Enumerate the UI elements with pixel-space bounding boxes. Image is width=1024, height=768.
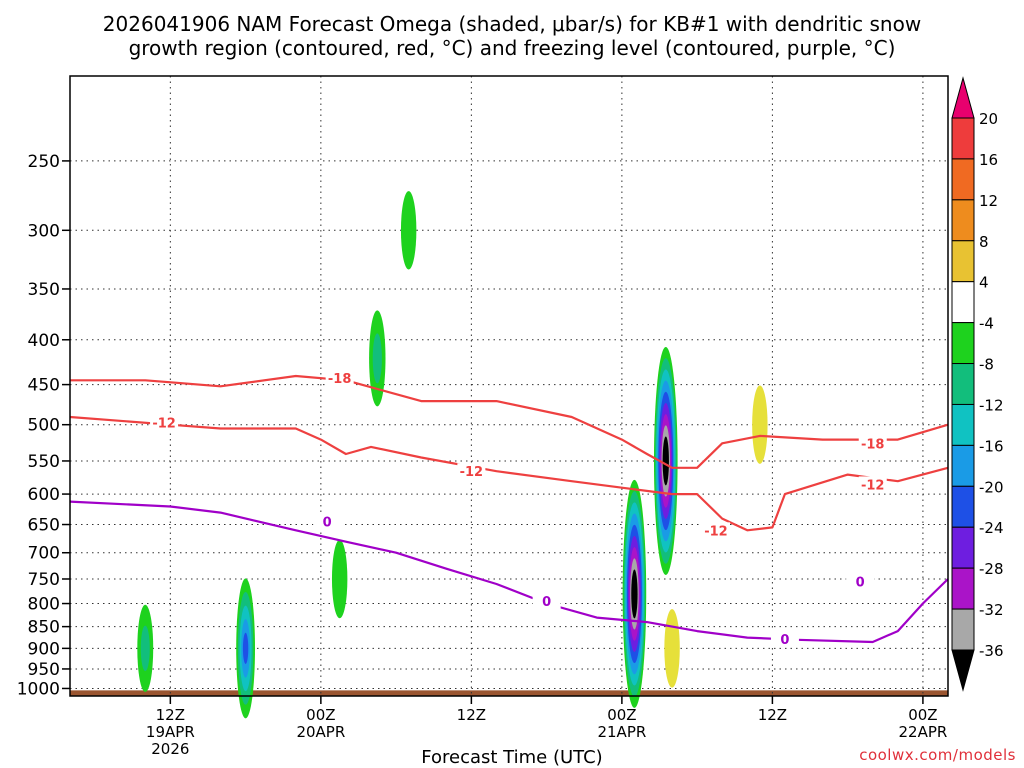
freezing-level-0-label-1: 0 [542,595,551,610]
colorbar-bin-12-8 [951,199,975,242]
colorbar-bin--16--20 [951,444,975,487]
y-tick-label-900: 900 [28,639,60,659]
dendritic-minus-12-label-bg-2 [701,522,730,539]
omega-shade-7 [664,609,680,688]
freezing-level-0-label-bg-1 [532,593,561,610]
freezing-level-0-label-3: 0 [856,576,865,591]
x-tick-label-30-0: 12Z [457,706,486,724]
y-tick-label-550: 550 [28,452,60,472]
dendritic-minus-18-label-bg-0 [325,369,354,386]
dendritic-minus-12-label-1: -12 [460,465,484,480]
y-tick-label-250: 250 [28,152,60,172]
chart-title-line2: growth region (contoured, red, °C) and f… [128,36,896,60]
omega-shade-2 [331,539,348,619]
colorbar-label-16: 16 [979,151,998,169]
y-tick-label-500: 500 [28,416,60,436]
colorbar-label--36: -36 [979,642,1004,660]
colorbar-label--16: -16 [979,437,1004,455]
x-tick-label-6-0: 12Z [156,706,185,724]
dendritic-minus-18-line [70,374,949,469]
colorbar-bin--32--36 [951,608,975,651]
y-tick-label-400: 400 [28,331,60,351]
dendritic-minus-12-label-bg-1 [457,463,486,480]
x-tick-label-6-2: 2026 [151,740,189,758]
dendritic-minus-12-label-3: -12 [861,478,885,493]
plot-area [70,76,948,696]
y-tick-label-700: 700 [28,544,60,564]
dendritic-minus-12-line [69,415,949,532]
freezing-level-0-line [69,500,949,644]
omega-shade-0 [140,625,150,672]
colorbar-label--12: -12 [979,396,1004,414]
dendritic-minus-12-label-bg-3 [858,476,887,493]
colorbar-label--4: -4 [979,315,994,333]
y-tick-label-450: 450 [28,376,60,396]
y-tick-label-300: 300 [28,221,60,241]
plot-frame [69,75,949,697]
colorbar-label--28: -28 [979,560,1004,578]
chart-title-line1: 2026041906 NAM Forecast Omega (shaded, μ… [102,12,922,36]
colorbar-label--24: -24 [979,519,1004,537]
colorbar-label-8: 8 [979,233,989,251]
x-tick-label-6-1: 19APR [146,723,195,741]
colorbar-bin--20--24 [951,485,975,528]
colorbar-bin--12--16 [951,403,975,446]
x-axis-title: Forecast Time (UTC) [421,747,603,768]
colorbar-bin--8--12 [951,363,975,405]
dendritic-minus-12-label-2: -12 [704,524,728,539]
colorbar-bin-20-16 [951,117,975,160]
freezing-level-0-label-bg-0 [313,513,342,530]
x-tick-label-18-0: 00Z [306,706,335,724]
credit-text: coolwx.com/models [859,746,1016,764]
colorbar-label-12: 12 [979,192,998,210]
terrain-strip [70,690,948,696]
freezing-level-0-label-2: 0 [780,633,789,648]
colorbar-bin--24--28 [951,526,975,569]
x-tick-label-42-1: 21APR [597,723,646,741]
x-tick-label-18-1: 20APR [296,723,345,741]
x-tick-label-66-1: 22APR [899,723,948,741]
omega-shade-3 [372,333,382,384]
colorbar-bottom-arrow [951,649,975,692]
colorbar-label--20: -20 [979,478,1004,496]
omega-shade-8 [752,385,768,464]
omega-shade-1 [242,632,249,664]
y-tick-label-350: 350 [28,280,60,300]
y-tick-label-650: 650 [28,516,60,536]
y-tick-label-750: 750 [28,570,60,590]
colorbar-bin-16-12 [951,158,975,201]
dendritic-minus-12-label-bg-0 [150,414,179,431]
dendritic-minus-12-label-0: -12 [152,416,176,431]
y-tick-label-950: 950 [28,660,60,680]
omega-shade-6 [663,447,668,475]
dendritic-minus-18-label-1: -18 [861,437,885,452]
freezing-level-0-label-0: 0 [323,516,332,531]
colorbar-bin-8-4 [951,240,975,283]
y-tick-label-1000: 1000 [17,679,60,699]
colorbar-bin--4--8 [951,322,975,365]
y-tick-label-850: 850 [28,618,60,638]
colorbar-bin-4--4 [951,281,975,324]
dendritic-minus-18-label-bg-1 [858,435,887,452]
y-tick-label-600: 600 [28,485,60,505]
omega-shade-4 [400,191,417,270]
x-tick-label-54-0: 12Z [758,706,787,724]
omega-shade-5 [632,580,637,608]
colorbar-top-arrow [951,76,975,119]
x-tick-label-42-0: 00Z [607,706,636,724]
colorbar-label-4: 4 [979,274,989,292]
dendritic-minus-18-label-0: -18 [328,372,352,387]
freezing-level-0-label-bg-2 [770,630,799,647]
y-tick-label-800: 800 [28,595,60,615]
freezing-level-0-label-bg-3 [846,573,875,590]
x-tick-label-66-0: 00Z [908,706,937,724]
colorbar-label--32: -32 [979,601,1004,619]
colorbar-label--8: -8 [979,356,994,374]
colorbar-bin--28--32 [951,567,975,610]
colorbar-label-20: 20 [979,110,998,128]
